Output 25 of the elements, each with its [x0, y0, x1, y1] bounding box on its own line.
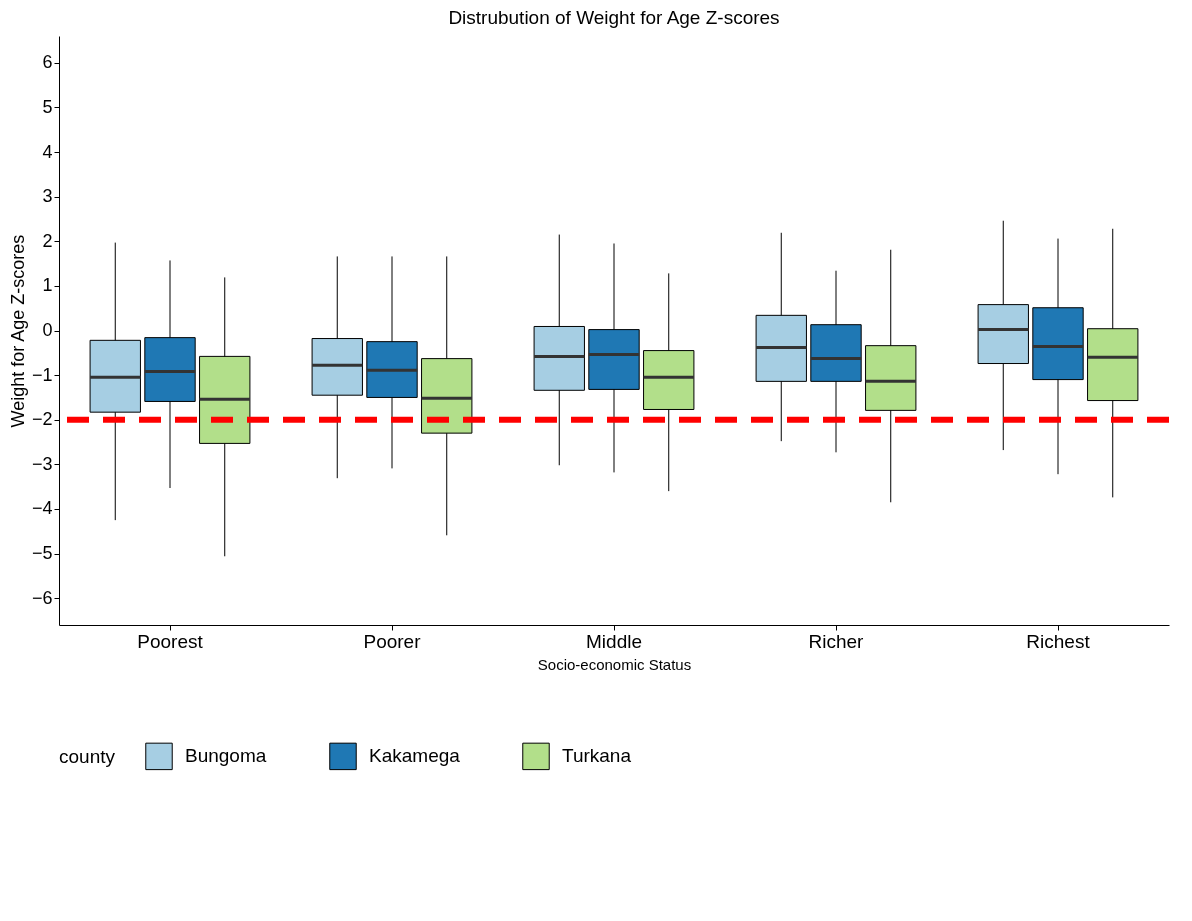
y-tick-label: 5 — [42, 96, 53, 117]
x-tick-label: Poorest — [137, 630, 204, 652]
x-tick-label: Richest — [1026, 630, 1091, 652]
y-tick-label: 3 — [42, 186, 53, 207]
y-tick-label: −2 — [31, 409, 53, 430]
x-tick-label: Poorer — [363, 630, 422, 652]
x-tick-label: Richer — [808, 630, 865, 652]
y-tick-label: −5 — [31, 543, 53, 564]
chart-title: Distrubution of Weight for Age Z-scores — [448, 7, 780, 28]
y-tick-label: 6 — [42, 52, 53, 73]
x-axis-title: Socio-economic Status — [537, 655, 692, 673]
legend-label: Bungoma — [185, 745, 267, 767]
legend-label: Turkana — [562, 745, 632, 767]
y-tick-label: 4 — [42, 141, 53, 162]
y-tick-label: −3 — [31, 453, 53, 474]
y-tick-label: −1 — [31, 364, 53, 385]
y-tick-label: 2 — [42, 230, 53, 251]
x-tick-label: Middle — [586, 630, 642, 652]
y-tick-label: 0 — [42, 320, 53, 340]
legend-label: Kakamega — [369, 745, 461, 767]
legend-title: county — [59, 746, 116, 767]
y-tick-label: −6 — [31, 587, 53, 608]
y-tick-label: 1 — [42, 275, 53, 296]
y-axis-title: Weight for Age Z-scores — [7, 234, 28, 428]
y-tick-label: −4 — [31, 498, 53, 519]
